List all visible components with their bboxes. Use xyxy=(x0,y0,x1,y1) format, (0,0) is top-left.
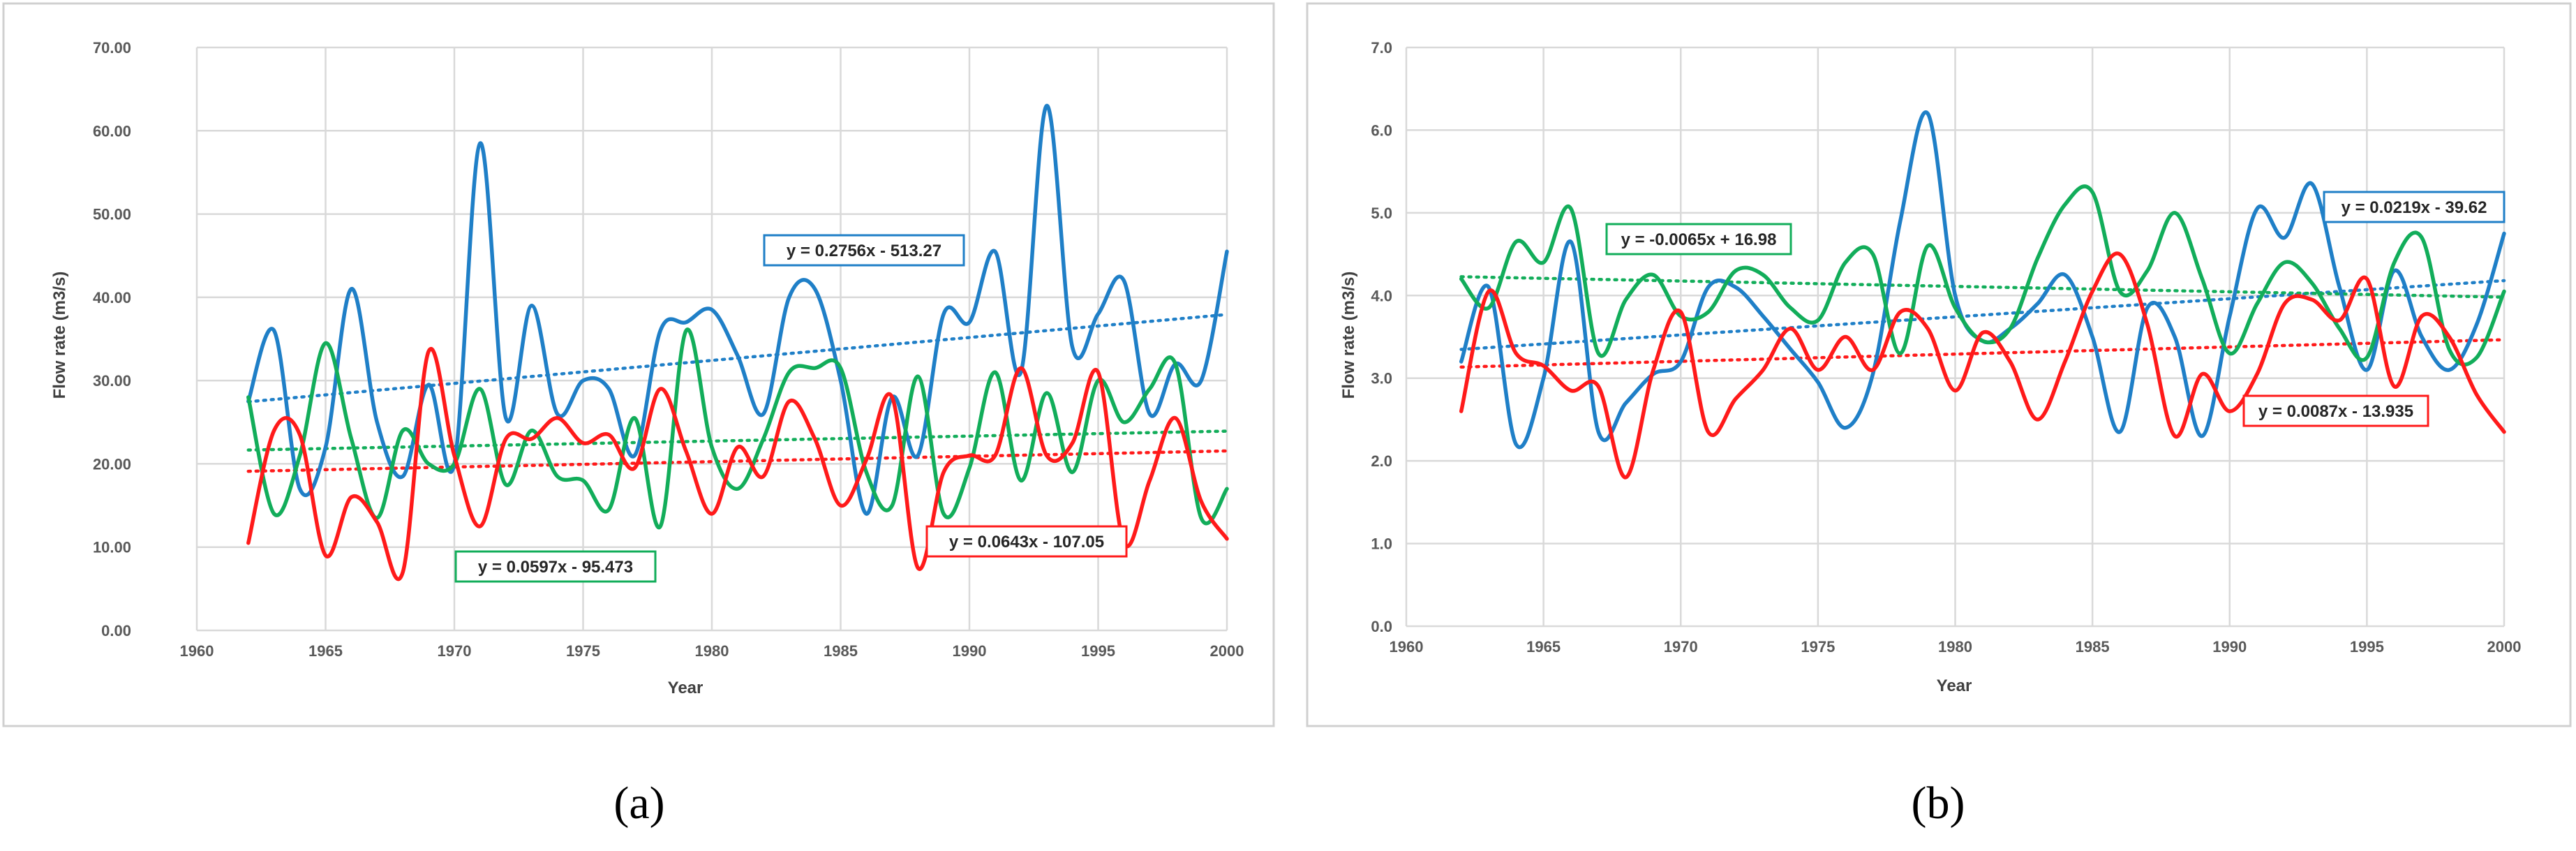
chart-b-equation-blue-box xyxy=(2323,191,2506,223)
chart-b-y-tick-label: 4.0 xyxy=(1371,287,1392,304)
chart-b-x-tick-label: 1965 xyxy=(1526,638,1561,656)
chart-b-series-green xyxy=(1459,184,2506,367)
chart-b-equation-green: y = -0.0065x + 16.98 xyxy=(1605,223,1792,256)
chart-a-x-tick-label: 2000 xyxy=(1210,642,1244,660)
chart-b-equation-red-text: y = 0.0087x - 13.935 xyxy=(2258,402,2413,421)
chart-a-y-tick-label: 60.00 xyxy=(93,122,131,140)
chart-b-y-tick-label: 2.0 xyxy=(1371,452,1392,470)
chart-b-x-ticks: 1960 1965 1970 1975 1980 1985 1990 1995 2000 xyxy=(1390,638,2522,656)
chart-a-series-blue xyxy=(246,103,1229,516)
chart-b-x-tick-label: 2000 xyxy=(2487,638,2522,656)
chart-b-x-tick-label: 1970 xyxy=(1664,638,1698,656)
chart-b-trendline-blue xyxy=(1459,279,2506,351)
chart-a-equation-blue-text: y = 0.2756x - 513.27 xyxy=(787,242,941,260)
chart-b-trendline-green xyxy=(1459,275,2506,299)
chart-panel-a: 0.0010.0020.0030.0040.0050.0060.0070.00 … xyxy=(2,2,1275,727)
caption-a: (a) xyxy=(613,778,664,829)
chart-b-equation-red-box xyxy=(2242,394,2429,427)
chart-a-frame xyxy=(2,2,1275,727)
chart-a-x-tick-label: 1990 xyxy=(953,642,987,660)
chart-a-series xyxy=(246,103,1229,582)
chart-b-y-ticks: 0.0 1.0 2.0 3.0 4.0 5.0 6.0 7.0 xyxy=(1371,39,1392,635)
chart-b-equation-blue: y = 0.0219x - 39.62 xyxy=(2323,191,2506,223)
chart-a-y-axis-title: Flow rate (m3/s) xyxy=(50,272,69,399)
chart-a-y-tick-label: 30.00 xyxy=(93,372,131,390)
chart-a-y-tick-label: 70.00 xyxy=(93,39,131,57)
chart-b-equation-green-text: y = -0.0065x + 16.98 xyxy=(1621,230,1777,249)
chart-a-x-tick-label: 1985 xyxy=(824,642,858,660)
chart-panel-b: 0.0 1.0 2.0 3.0 4.0 5.0 6.0 7.0 1960 1965 1970 197… xyxy=(1306,2,2572,727)
chart-a-x-tick-label: 1980 xyxy=(695,642,729,660)
chart-a-x-axis-title: Year xyxy=(668,679,703,697)
chart-b-series xyxy=(1459,110,2506,480)
chart-a-y-tick-label: 20.00 xyxy=(93,455,131,473)
chart-a-y-ticks: 0.00 10.00 20.00 30.00 40.00 50.00 60.00 70.00 xyxy=(93,39,131,639)
chart-b-y-axis-title: Flow rate (m3/s) xyxy=(1339,272,1358,399)
chart-b-equation-green-box xyxy=(1605,223,1792,256)
chart-b-trendlines xyxy=(1459,275,2506,369)
chart-a-y-tick-label: 0.00 xyxy=(101,622,131,639)
chart-b-frame xyxy=(1306,2,2572,727)
caption-b: (b) xyxy=(1912,778,1965,829)
chart-a-y-tick-label: 40.00 xyxy=(93,289,131,306)
chart-a-x-tick-label: 1995 xyxy=(1081,642,1115,660)
chart-b-x-tick-label: 1975 xyxy=(1801,638,1835,656)
chart-b-trendline-red xyxy=(1459,338,2506,369)
chart-a-equation-blue-box xyxy=(763,234,965,267)
chart-b-x-tick-label: 1980 xyxy=(1938,638,1972,656)
chart-a-equation-green-text: y = 0.0597x - 95.473 xyxy=(478,558,633,577)
chart-a-x-tick-label: 1970 xyxy=(438,642,472,660)
chart-a-series-red xyxy=(246,347,1229,582)
chart-a-equation-red: y = 0.0643x - 107.05 xyxy=(925,525,1128,558)
chart-b-equation-red: y = 0.0087x - 13.935 xyxy=(2242,394,2429,427)
chart-a-equation-red-text: y = 0.0643x - 107.05 xyxy=(949,533,1104,552)
chart-a-x-tick-label: 1965 xyxy=(308,642,343,660)
chart-a-equation-red-box xyxy=(925,525,1128,558)
chart-b-x-tick-label: 1985 xyxy=(2076,638,2110,656)
chart-b-y-tick-label: 5.0 xyxy=(1371,205,1392,222)
chart-b-equation-blue-text: y = 0.0219x - 39.62 xyxy=(2342,198,2487,217)
chart-b-x-tick-label: 1990 xyxy=(2212,638,2247,656)
chart-b-x-tick-label: 1960 xyxy=(1390,638,1424,656)
chart-a-equation-blue: y = 0.2756x - 513.27 xyxy=(763,234,965,267)
chart-a-y-tick-label: 50.00 xyxy=(93,206,131,223)
chart-a-x-ticks: 1960 1965 1970 1975 1980 1985 1990 1995 2000 xyxy=(180,642,1244,660)
chart-a-equation-green-box xyxy=(454,550,657,583)
chart-a-x-tick-label: 1975 xyxy=(566,642,600,660)
chart-b-y-tick-label: 7.0 xyxy=(1371,39,1392,57)
chart-a-x-tick-label: 1960 xyxy=(180,642,214,660)
chart-a-equation-green: y = 0.0597x - 95.473 xyxy=(454,550,657,583)
chart-a-grid xyxy=(195,46,1228,632)
chart-b-x-axis-title: Year xyxy=(1937,676,1972,695)
chart-b-y-tick-label: 1.0 xyxy=(1371,535,1392,553)
chart-b-series-red xyxy=(1459,251,2506,480)
chart-a-y-tick-label: 10.00 xyxy=(93,539,131,556)
chart-b-y-tick-label: 6.0 xyxy=(1371,121,1392,139)
chart-b-y-tick-label: 3.0 xyxy=(1371,370,1392,387)
chart-b-x-tick-label: 1995 xyxy=(2350,638,2384,656)
chart-b-y-tick-label: 0.0 xyxy=(1371,618,1392,635)
